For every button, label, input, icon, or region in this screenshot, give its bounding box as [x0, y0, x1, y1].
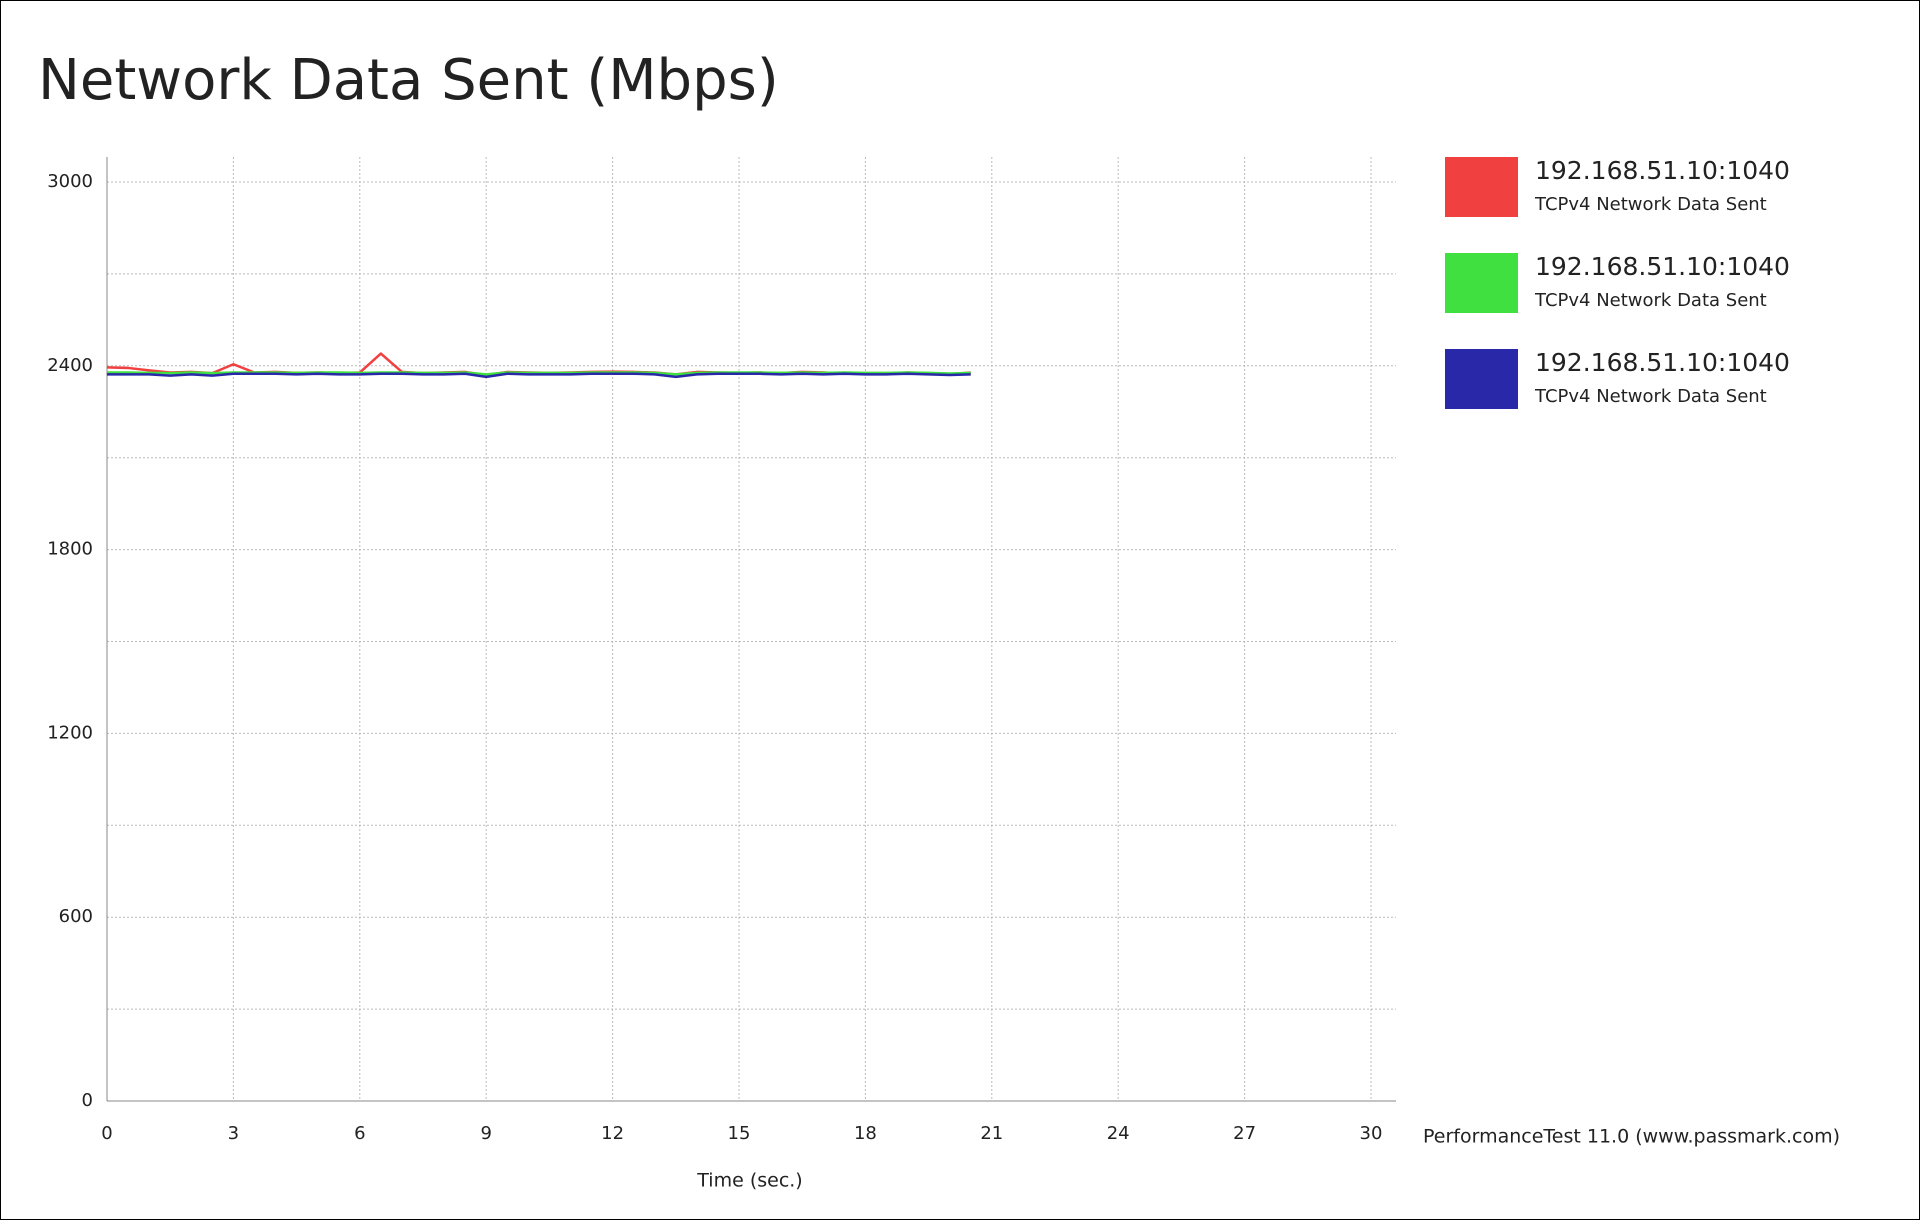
- x-tick-label: 0: [101, 1123, 112, 1144]
- x-tick-label: 21: [980, 1123, 1003, 1144]
- x-tick-label: 15: [728, 1123, 751, 1144]
- legend-swatch: [1445, 349, 1518, 409]
- legend-description: TCPv4 Network Data Sent: [1534, 194, 1767, 215]
- x-axis-label: Time (sec.): [696, 1170, 802, 1192]
- y-tick-label: 600: [59, 906, 93, 927]
- x-tick-label: 6: [354, 1123, 365, 1144]
- legend-label: 192.168.51.10:1040: [1535, 348, 1790, 377]
- series-line: [107, 372, 971, 379]
- x-tick-label: 9: [480, 1123, 491, 1144]
- x-tick-label: 3: [228, 1123, 239, 1144]
- y-tick-label: 1200: [47, 722, 93, 743]
- x-tick-label: 27: [1233, 1123, 1256, 1144]
- legend-description: TCPv4 Network Data Sent: [1534, 386, 1767, 407]
- x-tick-label: 30: [1360, 1123, 1383, 1144]
- legend-label: 192.168.51.10:1040: [1535, 252, 1790, 281]
- legend-description: TCPv4 Network Data Sent: [1534, 290, 1767, 311]
- y-tick-label: 2400: [47, 355, 93, 376]
- legend-label: 192.168.51.10:1040: [1535, 156, 1790, 185]
- y-tick-label: 0: [82, 1090, 93, 1111]
- y-tick-label: 1800: [47, 539, 93, 560]
- credit: PerformanceTest 11.0 (www.passmark.com): [1423, 1126, 1840, 1148]
- legend-swatch: [1445, 157, 1518, 217]
- x-tick-label: 18: [854, 1123, 877, 1144]
- legend-swatch: [1445, 253, 1518, 313]
- x-tick-label: 12: [601, 1123, 624, 1144]
- chart-title: Network Data Sent (Mbps): [38, 48, 779, 113]
- y-tick-label: 3000: [47, 171, 93, 192]
- x-tick-label: 24: [1107, 1123, 1130, 1144]
